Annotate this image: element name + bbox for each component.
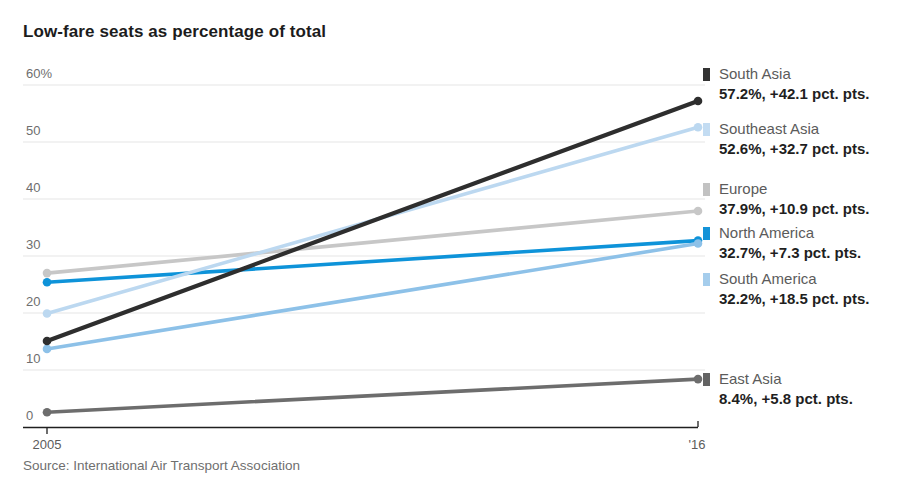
endpoint-dot-europe: [694, 207, 703, 216]
y-axis-tick-label: 10: [26, 351, 40, 366]
legend-series-name: North America: [719, 223, 814, 243]
endpoint-dot-south-america: [694, 239, 703, 248]
endpoint-dot-east-asia: [694, 375, 703, 384]
series-line-north-america: [47, 241, 698, 283]
legend-series-name: Southeast Asia: [719, 119, 819, 139]
legend-series-value: 32.2%, +18.5 pct. pts.: [719, 289, 908, 309]
y-axis-tick-label: 20: [26, 294, 40, 309]
endpoint-dot-north-america: [43, 278, 52, 287]
endpoint-dot-southeast-asia: [43, 309, 52, 318]
legend-swatch: [703, 183, 710, 196]
endpoint-dot-south-asia: [43, 337, 52, 346]
chart-card: Low-fare seats as percentage of total 01…: [0, 0, 912, 495]
legend-item-southeast-asia: Southeast Asia52.6%, +32.7 pct. pts.: [703, 119, 908, 159]
legend-series-name: South America: [719, 269, 817, 289]
y-axis-tick-label: 0: [26, 408, 33, 423]
series-line-south-america: [47, 243, 698, 348]
legend-item-east-asia: East Asia8.4%, +5.8 pct. pts.: [703, 369, 908, 409]
legend-series-value: 8.4%, +5.8 pct. pts.: [719, 389, 908, 409]
legend-series-value: 32.7%, +7.3 pct. pts.: [719, 243, 908, 263]
y-axis-tick-label: 50: [26, 123, 40, 138]
legend-swatch: [703, 123, 710, 136]
y-axis-tick-label: 30: [26, 237, 40, 252]
legend-swatch: [703, 273, 710, 286]
legend-swatch: [703, 373, 710, 386]
x-axis-tick-label: 2005: [33, 437, 62, 452]
legend-item-south-america: South America32.2%, +18.5 pct. pts.: [703, 269, 908, 309]
x-axis-tick-label: '16: [689, 437, 706, 452]
endpoint-dot-south-asia: [694, 97, 703, 106]
legend-series-value: 37.9%, +10.9 pct. pts.: [719, 199, 908, 219]
endpoint-dot-southeast-asia: [694, 123, 703, 132]
endpoint-dot-south-america: [43, 345, 52, 354]
legend-series-value: 52.6%, +32.7 pct. pts.: [719, 139, 908, 159]
y-axis-tick-label: 40: [26, 180, 40, 195]
legend-item-south-asia: South Asia57.2%, +42.1 pct. pts.: [703, 64, 908, 104]
legend-series-name: Europe: [719, 179, 767, 199]
endpoint-dot-europe: [43, 269, 52, 278]
legend-swatch: [703, 227, 710, 240]
legend-item-europe: Europe37.9%, +10.9 pct. pts.: [703, 179, 908, 219]
endpoint-dot-east-asia: [43, 408, 52, 417]
legend-series-name: East Asia: [719, 369, 782, 389]
legend-series-value: 57.2%, +42.1 pct. pts.: [719, 84, 908, 104]
source-note: Source: International Air Transport Asso…: [23, 458, 300, 473]
series-line-east-asia: [47, 379, 698, 412]
y-axis-tick-label: 60%: [26, 66, 52, 81]
legend-swatch: [703, 68, 710, 81]
legend-series-name: South Asia: [719, 64, 791, 84]
legend-item-north-america: North America32.7%, +7.3 pct. pts.: [703, 223, 908, 263]
